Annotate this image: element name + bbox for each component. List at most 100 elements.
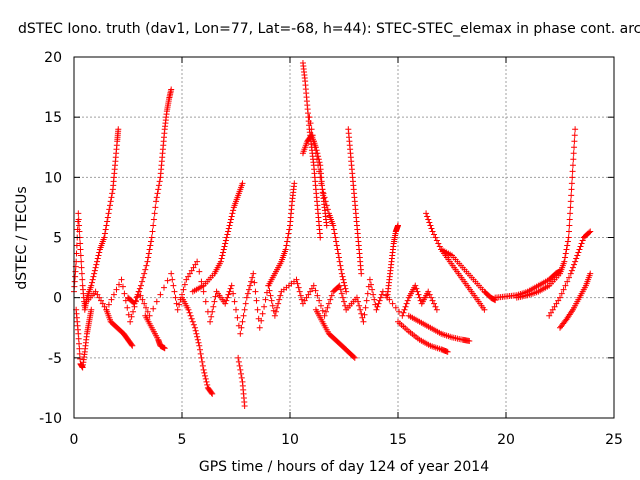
data-point-scatter_mid <box>296 288 303 295</box>
data-point-scatter_mid <box>256 324 263 331</box>
data-point-arc3 <box>142 266 149 273</box>
data-point-arc23 <box>569 264 576 271</box>
data-point-scatter_mid <box>298 296 305 303</box>
data-point-arc6 <box>189 318 196 325</box>
data-point-arc7 <box>222 240 229 247</box>
data-point-arc12 <box>335 250 342 257</box>
data-point-scatter_mid <box>188 267 195 274</box>
data-point-scatter_mid <box>223 297 230 304</box>
data-point-scatter_mid <box>177 296 184 303</box>
data-point-arc23 <box>571 261 578 268</box>
data-point-arc12 <box>331 230 338 237</box>
data-point-arc12 <box>340 276 347 283</box>
data-point-arc3 <box>137 282 144 289</box>
data-point-arc1 <box>91 270 98 277</box>
data-point-arc7 <box>220 249 227 256</box>
data-point-scatter_mid <box>361 311 368 318</box>
data-point-scatter_mid <box>241 306 248 313</box>
data-point-arc6 <box>208 389 215 396</box>
data-point-scatter_mid <box>146 312 153 319</box>
data-point-scatter_mid <box>240 312 247 319</box>
data-point-scatter_mid <box>243 294 250 301</box>
data-point-arc8 <box>238 370 245 377</box>
data-point-arc23 <box>578 240 585 247</box>
data-point-scatter_mid <box>210 303 217 310</box>
data-point-scatter_mid <box>339 294 346 301</box>
data-point-arc6 <box>199 358 206 365</box>
data-point-scatter_mid <box>239 318 246 325</box>
data-point-scatter_mid <box>244 290 251 297</box>
data-point-scatter_mid <box>231 298 238 305</box>
data-point-scatter_mid <box>276 296 283 303</box>
data-point-scatter_mid <box>312 287 319 294</box>
data-point-scatter_mid <box>128 313 135 320</box>
data-point-scatter_mid <box>185 273 192 280</box>
data-point-arc21 <box>571 138 578 145</box>
data-point-arc23 <box>576 246 583 253</box>
data-point-arc11 <box>313 147 320 154</box>
data-point-arc16 <box>426 219 433 226</box>
data-point-arc1 <box>71 278 78 285</box>
x-tick-label: 5 <box>178 432 187 448</box>
data-point-scatter_mid <box>202 298 209 305</box>
data-point-scatter_mid <box>122 297 129 304</box>
data-point-arc12 <box>320 190 327 197</box>
data-point-arc9 <box>285 230 292 237</box>
data-point-scatter_mid <box>233 306 239 313</box>
data-point-scatter_mid <box>171 288 178 295</box>
data-point-arc7 <box>229 210 236 217</box>
data-point-arc21 <box>570 156 577 163</box>
data-point-arc3 <box>145 250 152 257</box>
data-point-arc1 <box>77 246 84 253</box>
data-point-scatter_mid <box>364 290 371 297</box>
data-point-arc12 <box>333 242 340 249</box>
data-point-arc8 <box>236 362 243 369</box>
data-point-scatter_mid <box>105 301 112 308</box>
data-point-scatter_mid <box>353 294 360 301</box>
data-point-scatter_mid <box>132 298 139 305</box>
data-point-arc23 <box>579 237 586 244</box>
data-point-arc23 <box>577 243 584 250</box>
data-point-scatter_mid <box>252 288 259 295</box>
data-point-arc12 <box>316 168 323 175</box>
data-point-arc2 <box>77 355 84 362</box>
data-point-arc12 <box>308 126 315 133</box>
data-point-scatter_mid <box>271 312 278 319</box>
data-point-arc11 <box>316 159 323 166</box>
data-point-arc16 <box>481 306 488 313</box>
data-point-arc12 <box>306 114 313 121</box>
data-point-arc16 <box>423 210 430 217</box>
data-point-arc3 <box>148 238 155 245</box>
data-point-scatter_mid <box>294 280 301 287</box>
data-point-arc1 <box>78 264 85 271</box>
data-point-arc23 <box>575 249 582 256</box>
data-point-arc6 <box>204 381 211 388</box>
data-point-arc21 <box>566 216 573 223</box>
data-point-scatter_mid <box>228 282 235 289</box>
data-point-arc12 <box>317 174 324 181</box>
y-tick-label: 15 <box>44 110 62 126</box>
data-point-scatter_mid <box>164 277 171 284</box>
data-point-arc12 <box>307 120 314 127</box>
data-point-arc3 <box>152 204 159 211</box>
data-point-scatter_mid <box>110 291 117 298</box>
data-point-scatter_mid <box>192 261 199 268</box>
data-point-arc1 <box>72 273 79 280</box>
data-point-arc1 <box>89 276 96 283</box>
data-point-scatter_mid <box>131 303 138 310</box>
data-point-arc23 <box>567 270 574 277</box>
data-point-arc7 <box>219 252 226 259</box>
data-point-scatter_mid <box>172 294 179 301</box>
data-point-arc3 <box>144 258 151 265</box>
data-point-arc1 <box>106 206 113 213</box>
data-point-arc1 <box>75 216 82 223</box>
data-point-arc6 <box>192 327 199 334</box>
data-point-arc6 <box>197 346 203 353</box>
data-point-arc16 <box>432 234 439 241</box>
data-point-arc23 <box>557 294 563 301</box>
data-point-arc3 <box>150 222 157 229</box>
data-point-arc2 <box>76 340 83 347</box>
data-point-scatter_mid <box>119 283 126 290</box>
data-point-arc7 <box>230 207 237 214</box>
data-point-scatter_mid <box>368 281 374 288</box>
